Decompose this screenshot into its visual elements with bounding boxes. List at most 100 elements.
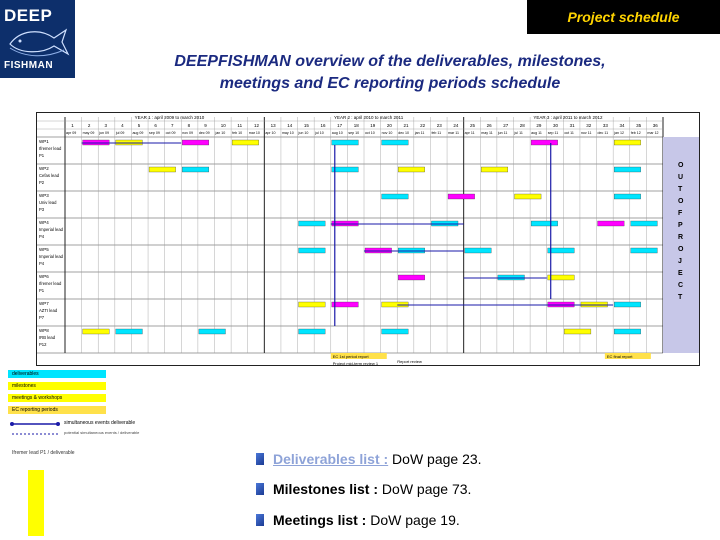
month-name: sep 10	[348, 131, 359, 135]
month-number: 27	[503, 123, 509, 128]
legend-note: Ifremer lead P1 / deliverable	[12, 450, 75, 456]
wp-label: WP6	[39, 274, 49, 279]
legend-meetings: meetings & workshops	[8, 394, 106, 402]
month-number: 30	[553, 123, 559, 128]
schedule-mark	[547, 247, 575, 254]
title-line-1: DEEPFISHMAN overview of the deliverables…	[174, 53, 606, 70]
month-name: jan 11	[414, 131, 425, 135]
schedule-mark	[82, 328, 110, 335]
legend-arrows	[10, 422, 60, 435]
bullet-icon	[256, 483, 264, 495]
bullet-icon	[256, 453, 264, 465]
month-name: aug 11	[531, 131, 542, 135]
month-name: jun 09	[98, 131, 109, 135]
out-of-project-letter: O	[678, 162, 684, 169]
wp-lead: Ifremer lead	[39, 281, 62, 286]
milestones-list-item: Milestones list : DoW page 73.	[273, 481, 472, 497]
schedule-mark	[530, 220, 558, 227]
gantt-schedule: YEAR 1 : april 2009 to march 2010 YEAR 2 …	[36, 112, 700, 366]
out-of-project-letter: O	[678, 198, 684, 205]
month-name: sep 11	[548, 131, 559, 135]
month-name: aug 10	[332, 131, 343, 135]
wp-lead: Univ lead	[39, 200, 57, 205]
month-number: 8	[188, 123, 191, 128]
schedule-mark	[530, 139, 558, 146]
month-number: 19	[370, 123, 376, 128]
month-name: mar 12	[647, 131, 658, 135]
month-name: nov 09	[182, 131, 193, 135]
month-number: 28	[520, 123, 526, 128]
midterm-review-label: Project mid-term review 1	[333, 361, 379, 366]
month-name: jan 10	[215, 131, 226, 135]
out-of-project-letter: U	[678, 174, 683, 181]
schedule-mark	[514, 193, 542, 200]
deepfishman-logo: DEEP FISHMAN	[0, 0, 75, 78]
schedule-mark	[381, 328, 409, 335]
schedule-mark	[182, 166, 210, 173]
year-label: YEAR 1 : april 2009 to march 2010	[135, 115, 205, 120]
schedule-mark	[614, 328, 641, 335]
fish-logo-icon	[9, 28, 70, 57]
report-review-label: Report review	[397, 359, 422, 364]
month-name: jun 11	[497, 131, 508, 135]
month-number: 18	[354, 123, 360, 128]
month-number: 35	[636, 123, 642, 128]
wp-partner: P3	[39, 207, 45, 212]
month-number: 2	[88, 123, 91, 128]
month-number: 11	[237, 123, 242, 128]
legend-potential: potential simultaneous events / delivera…	[64, 430, 140, 435]
deliverables-list-link[interactable]: Deliverables list :	[273, 451, 389, 467]
schedule-mark	[231, 139, 259, 146]
meetings-list-item: Meetings list : DoW page 19.	[273, 512, 460, 528]
wp-partner: P7	[39, 315, 45, 320]
bullet-icon	[256, 514, 264, 526]
out-of-project-column	[663, 137, 699, 353]
month-name: mar 10	[249, 131, 260, 135]
month-name: aug 09	[132, 131, 143, 135]
month-name: dec 10	[398, 131, 409, 135]
wp-lead: IRB lead	[39, 335, 56, 340]
out-of-project-letter: T	[678, 294, 683, 301]
month-name: nov 10	[382, 131, 393, 135]
legend-ec-periods: EC reporting periods	[8, 406, 106, 414]
month-name: oct 11	[564, 131, 574, 135]
month-name: sep 09	[149, 131, 160, 135]
out-of-project-letter: F	[678, 210, 683, 217]
schedule-mark	[630, 247, 658, 254]
wp-partner: P4	[39, 234, 45, 239]
month-number: 6	[154, 123, 157, 128]
schedule-mark	[115, 328, 143, 335]
ec-final-report-label: EC final report	[607, 354, 633, 359]
legend-simultaneous: simultaneous events deliverable	[64, 420, 136, 426]
month-name: apr 11	[465, 131, 475, 135]
month-name: jan 12	[613, 131, 624, 135]
month-name: apr 09	[66, 131, 76, 135]
month-number: 13	[271, 123, 277, 128]
schedule-mark	[298, 220, 326, 227]
wp-lead: Ifremer lead	[39, 146, 62, 151]
wp-label: WP3	[39, 193, 49, 198]
year-label: YEAR 3 : april 2011 to march 2012	[533, 115, 603, 120]
wp-partner: P4	[39, 261, 45, 266]
month-number: 25	[470, 123, 476, 128]
schedule-mark	[614, 301, 641, 308]
schedule-mark	[298, 328, 326, 335]
schedule-mark	[614, 166, 641, 173]
out-of-project-letter: C	[678, 282, 683, 289]
wp-lead: Imperial lead	[39, 227, 64, 232]
ec-final-box	[604, 353, 651, 359]
wp-partner: P2	[39, 180, 45, 185]
schedule-mark	[381, 193, 409, 200]
wp-lead: AZTI lead	[39, 308, 58, 313]
month-name: nov 11	[581, 131, 592, 135]
wp-label: WP5	[39, 247, 49, 252]
legend-milestones: milestones	[8, 382, 106, 390]
wp-partner: P12	[39, 342, 47, 347]
wp-partner: P1	[39, 153, 45, 158]
out-of-project-letter: J	[678, 258, 682, 265]
schedule-mark	[630, 220, 658, 227]
schedule-mark	[398, 274, 425, 281]
month-name: jul 10	[314, 131, 324, 135]
month-name: oct 09	[166, 131, 176, 135]
month-number: 21	[404, 123, 410, 128]
